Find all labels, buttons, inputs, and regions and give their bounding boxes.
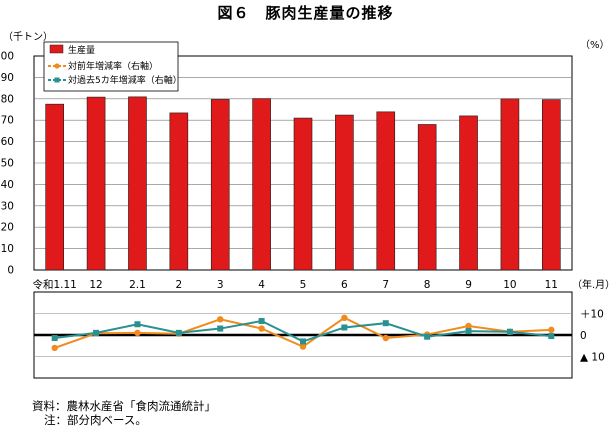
legend-label: 生産量 (68, 44, 95, 56)
data-point (465, 322, 472, 330)
x-tick-label: 4 (258, 279, 265, 291)
data-point (217, 325, 224, 332)
right-tick-label: ＋10 (580, 309, 604, 321)
x-tick-label: 3 (217, 279, 224, 291)
bar (293, 117, 313, 271)
legend-label: 対前年増減率（右軸） (68, 60, 158, 72)
y-tick-label: 60 (1, 136, 14, 148)
chart-title: 図６ 豚肉生産量の推移 (217, 4, 394, 22)
data-point (382, 334, 389, 342)
data-point (506, 328, 513, 335)
x-tick-label: 2.1 (129, 279, 146, 291)
data-point (258, 318, 265, 325)
y-tick-label: 40 (1, 179, 14, 191)
y-tick-label: 0 (7, 265, 14, 277)
data-point (51, 335, 58, 342)
data-point (134, 329, 141, 337)
right-tick-label: ▲ 10 (580, 352, 605, 364)
bar (252, 98, 271, 271)
bar (335, 114, 354, 271)
data-point (300, 338, 306, 345)
data-point (548, 333, 555, 340)
x-axis-unit: （年.月） (572, 280, 611, 291)
footnote: 注：部分肉ベース。 (44, 413, 147, 427)
y-tick-label: 70 (1, 115, 14, 127)
legend-marker (54, 63, 60, 69)
bar (542, 99, 561, 271)
data-point (299, 343, 307, 350)
x-tick-label: 令和1.11 (32, 278, 76, 291)
data-point (382, 320, 389, 327)
bar (376, 111, 396, 271)
data-point (341, 314, 348, 321)
x-tick-label: 12 (89, 279, 102, 291)
bar (45, 103, 64, 271)
legend-bar-swatch (49, 44, 64, 54)
x-tick-label: 7 (382, 279, 389, 291)
bar (169, 112, 189, 271)
data-point (341, 324, 348, 331)
x-tick-label: 6 (341, 279, 348, 291)
y-tick-label: 50 (1, 158, 14, 170)
data-point (465, 328, 472, 335)
legend-box (43, 41, 179, 92)
source-note: 資料：農林水産省「食肉流通統計」 (32, 399, 216, 413)
data-point (175, 329, 182, 336)
data-point (134, 321, 141, 328)
x-tick-label: 2 (176, 279, 183, 291)
x-tick-label: 10 (503, 279, 516, 291)
bar (128, 96, 147, 271)
y-tick-label: 80 (1, 93, 14, 105)
data-point (424, 333, 431, 340)
bar (500, 98, 520, 271)
bar (459, 115, 478, 271)
legend-label: 対過去5カ年増減率（右軸） (68, 74, 182, 86)
y-tick-label: 90 (1, 72, 14, 84)
right-axis-unit: （%） (580, 40, 610, 51)
x-tick-label: 11 (545, 279, 558, 291)
data-point (51, 344, 58, 352)
x-tick-label: 5 (300, 279, 307, 291)
left-axis-unit: （千トン） (3, 32, 53, 43)
data-point (93, 329, 100, 336)
right-tick-label: 0 (580, 330, 587, 342)
y-tick-label: 20 (1, 222, 14, 234)
data-point (217, 316, 224, 323)
y-tick-label: 30 (1, 200, 14, 212)
bar (86, 96, 106, 271)
data-point (548, 326, 555, 334)
bar (210, 99, 230, 271)
legend-marker (54, 77, 60, 83)
x-tick-label: 8 (424, 279, 431, 291)
y-tick-label: 100 (0, 51, 14, 63)
data-point (258, 325, 265, 332)
bar (417, 124, 437, 271)
y-tick-label: 10 (1, 243, 14, 255)
x-tick-label: 9 (465, 279, 472, 291)
